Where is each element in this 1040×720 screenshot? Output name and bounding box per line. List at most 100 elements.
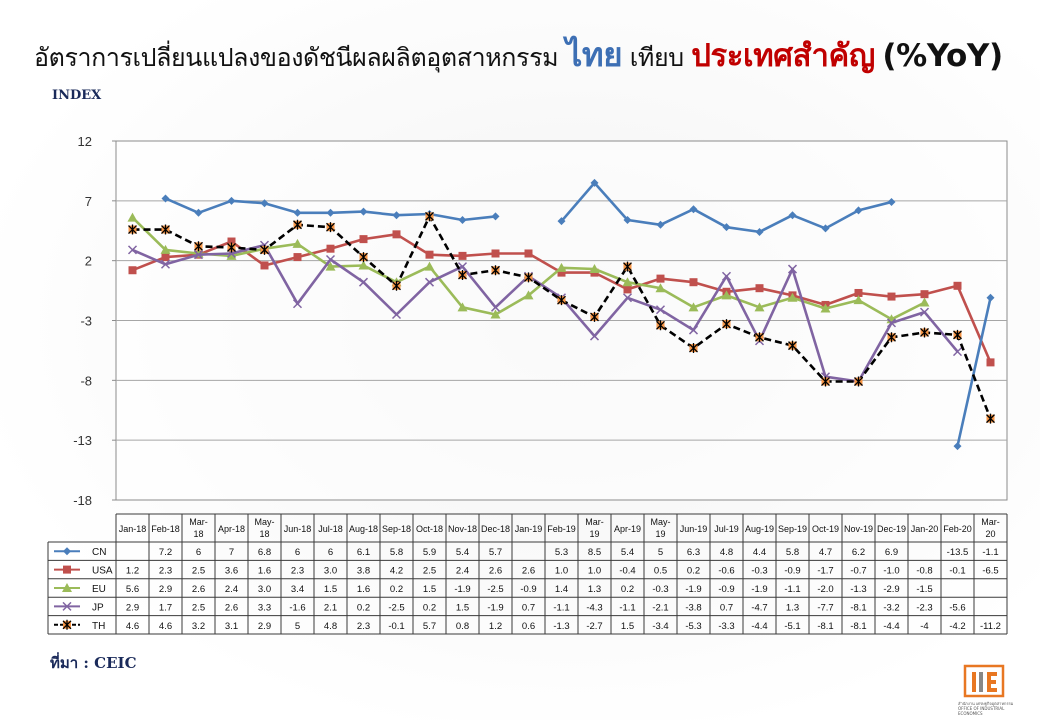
table-value: -1.1 xyxy=(553,602,569,613)
jp-marker xyxy=(886,318,897,328)
table-value: 1.5 xyxy=(423,584,436,595)
table-value: 5.3 xyxy=(555,547,568,558)
y-tick-label: -8 xyxy=(80,373,92,388)
table-value: 5.4 xyxy=(456,547,469,558)
cn-marker xyxy=(623,215,632,224)
table-value: 2.6 xyxy=(489,566,502,577)
cn-marker xyxy=(392,211,401,220)
source-note: ที่มา : CEIC xyxy=(50,654,137,672)
table-value: -0.3 xyxy=(652,584,668,595)
table-value: 2.4 xyxy=(456,566,469,577)
x-category-label: Feb-20 xyxy=(943,524,972,534)
th-marker xyxy=(293,219,302,230)
table-value: 1.5 xyxy=(324,584,337,595)
table-value: 6.9 xyxy=(885,547,898,558)
x-category-label: Aug-19 xyxy=(745,524,774,534)
eu-marker xyxy=(787,292,798,302)
th-marker xyxy=(986,413,995,424)
table-value: -1.9 xyxy=(751,584,767,595)
eu-marker xyxy=(820,303,831,313)
x-category-label: Dec-19 xyxy=(877,524,906,534)
th-marker xyxy=(788,340,797,351)
usa-marker xyxy=(953,281,962,290)
x-category-label: Apr-18 xyxy=(218,524,245,534)
x-category-label: Jul-19 xyxy=(714,524,739,534)
table-value: -2.5 xyxy=(487,584,503,595)
legend-label-eu: EU xyxy=(92,584,106,595)
title-key-countries: ประเทศสำคัญ xyxy=(691,38,875,74)
jp-marker xyxy=(655,305,666,315)
x-category-label: Oct-18 xyxy=(416,524,443,534)
eu-marker xyxy=(226,250,237,260)
jp-marker xyxy=(490,302,501,312)
table-value: 2.3 xyxy=(357,621,370,632)
table-value: 1.0 xyxy=(588,566,601,577)
eu-marker xyxy=(655,283,666,293)
table-value: -1.9 xyxy=(487,602,503,613)
x-category-label: Sep-18 xyxy=(382,524,411,534)
jp-marker xyxy=(424,277,435,287)
cn-marker xyxy=(260,199,269,208)
table-value: -4.2 xyxy=(949,621,965,632)
usa-marker xyxy=(392,230,401,239)
x-category-label: 19 xyxy=(655,529,665,539)
table-value: -6.5 xyxy=(982,566,998,577)
x-category-label: 18 xyxy=(259,529,269,539)
usa-marker xyxy=(425,250,434,259)
y-axis-unit-label: INDEX xyxy=(52,88,102,103)
jp-marker xyxy=(589,331,600,341)
usa-marker xyxy=(557,268,566,277)
y-tick-label: 7 xyxy=(85,194,92,209)
cn-marker xyxy=(458,215,467,224)
eu-marker xyxy=(754,302,765,312)
x-category-label: May- xyxy=(255,517,275,527)
usa-marker xyxy=(359,235,368,244)
th-marker xyxy=(755,332,764,343)
table-value: -2.0 xyxy=(817,584,833,595)
table-value: 2.6 xyxy=(522,566,535,577)
table-value: 3.6 xyxy=(225,566,238,577)
x-category-label: Feb-18 xyxy=(151,524,180,534)
table-value: 8.5 xyxy=(588,547,601,558)
y-tick-label: -3 xyxy=(80,314,92,329)
table-value: -1.3 xyxy=(553,621,569,632)
th-marker xyxy=(260,244,269,255)
th-marker xyxy=(854,376,863,387)
eu-marker xyxy=(292,238,303,248)
eu-marker xyxy=(622,277,633,287)
table-value: 2.1 xyxy=(324,602,337,613)
table-value: -4 xyxy=(920,621,928,632)
cn-marker xyxy=(293,208,302,217)
table-value: -7.7 xyxy=(817,602,833,613)
eu-marker xyxy=(62,583,72,592)
table-value: -1.9 xyxy=(454,584,470,595)
table-value: 3.0 xyxy=(258,584,271,595)
eu-marker xyxy=(325,261,336,271)
x-category-label: Mar- xyxy=(189,517,208,527)
table-value: -3.3 xyxy=(718,621,734,632)
table-value: 1.6 xyxy=(258,566,271,577)
table-value: 1.2 xyxy=(126,566,139,577)
eu-marker xyxy=(721,290,732,300)
table-value: 2.9 xyxy=(159,584,172,595)
table-value: -8.1 xyxy=(850,621,866,632)
table-value: 5.7 xyxy=(489,547,502,558)
x-category-label: Jan-19 xyxy=(515,524,543,534)
table-value: 4.6 xyxy=(126,621,139,632)
office-logo: สำนักงาน เศรษฐกิจอุตสาหกรรม OFFICE OF IN… xyxy=(958,664,1013,716)
cn-marker xyxy=(821,224,830,233)
table-value: 2.3 xyxy=(291,566,304,577)
table-value: 6 xyxy=(328,547,333,558)
table-value: 7.2 xyxy=(159,547,172,558)
x-category-label: Aug-18 xyxy=(349,524,378,534)
legend-label-usa: USA xyxy=(92,566,113,577)
eu-marker xyxy=(688,302,699,312)
table-value: 0.7 xyxy=(522,602,535,613)
table-value: 2.6 xyxy=(225,602,238,613)
x-category-label: 18 xyxy=(193,529,203,539)
table-value: 2.9 xyxy=(258,621,271,632)
table-value: 1.5 xyxy=(456,602,469,613)
table-value: -0.9 xyxy=(718,584,734,595)
usa-marker xyxy=(920,290,929,299)
title-thailand: ไทย xyxy=(565,35,623,74)
